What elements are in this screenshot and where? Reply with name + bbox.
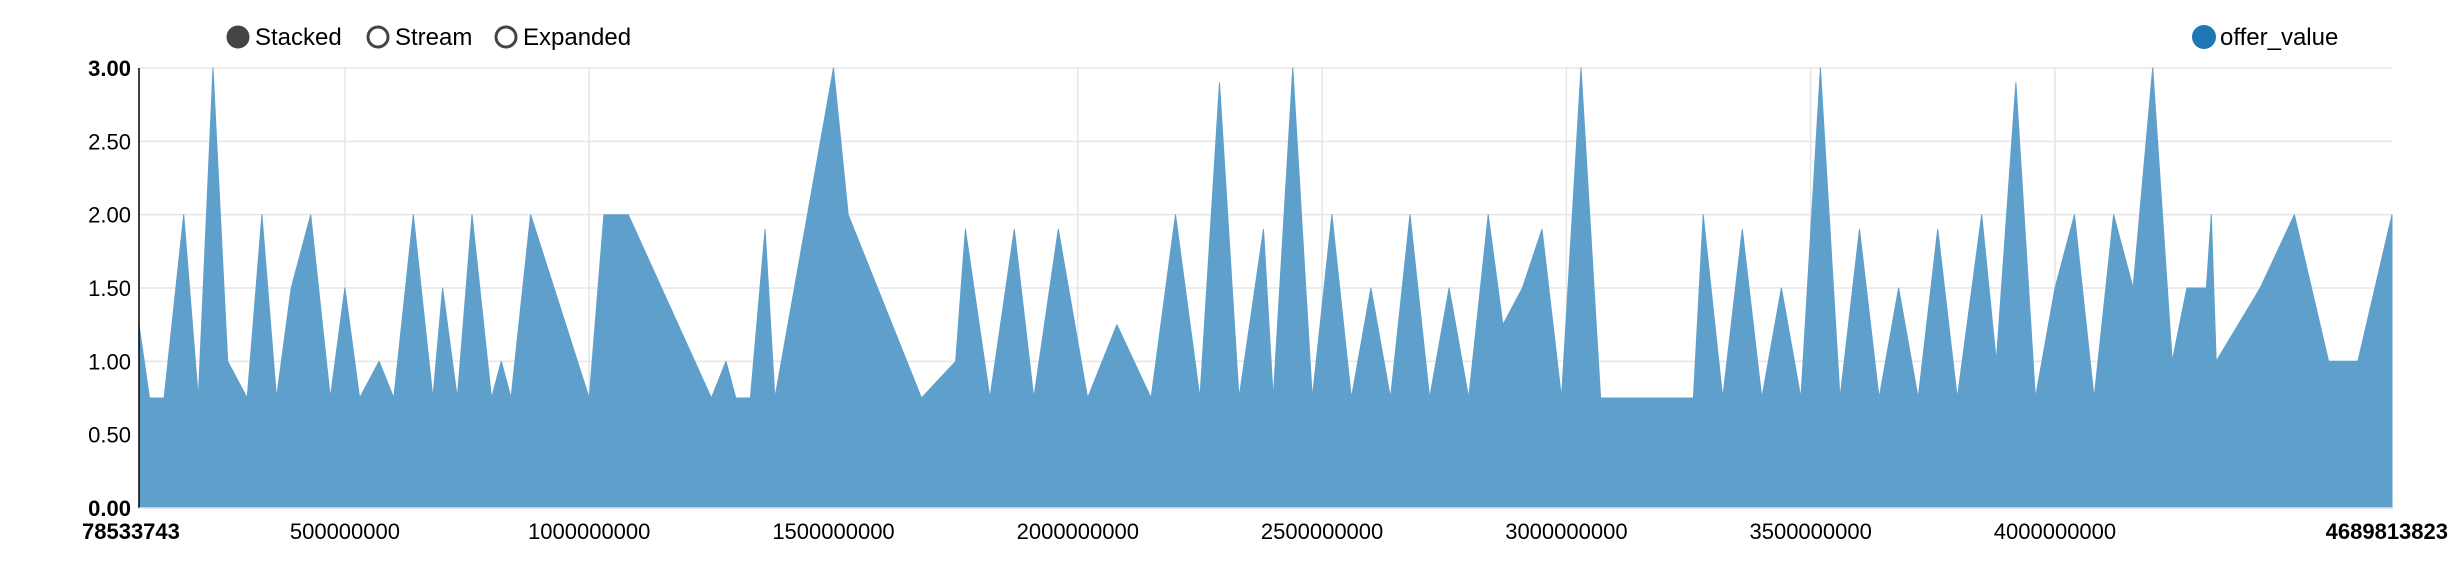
y-tick-label: 1.50 — [88, 276, 131, 301]
plot-area — [138, 67, 2393, 509]
legend: offer_value — [2192, 24, 2338, 51]
mode-label: Stacked — [255, 24, 342, 51]
y-axis-ticks: 0.00 0.50 1.00 1.50 2.00 2.50 3.00 — [88, 56, 131, 521]
x-tick-label: 1000000000 — [528, 519, 650, 544]
x-tick-label: 78533743 — [82, 519, 180, 544]
mode-option-stream[interactable]: Stream — [366, 24, 472, 51]
legend-item[interactable]: offer_value — [2192, 24, 2338, 51]
legend-label: offer_value — [2220, 24, 2338, 51]
x-tick-label: 3500000000 — [1749, 519, 1871, 544]
y-tick-label: 1.00 — [88, 349, 131, 374]
y-tick-label: 0.00 — [88, 496, 131, 521]
y-tick-label: 0.50 — [88, 423, 131, 448]
x-tick-label: 2500000000 — [1261, 519, 1383, 544]
y-tick-label: 3.00 — [88, 56, 131, 81]
radio-empty-icon[interactable] — [494, 25, 518, 49]
mode-option-expanded[interactable]: Expanded — [494, 24, 631, 51]
radio-empty-icon[interactable] — [366, 25, 390, 49]
x-tick-label: 2000000000 — [1017, 519, 1139, 544]
mode-option-stacked[interactable]: Stacked — [226, 24, 342, 51]
area-series-offer-value[interactable] — [138, 67, 2393, 509]
mode-controls: Stacked Stream Expanded — [226, 24, 631, 51]
x-tick-label: 4000000000 — [1994, 519, 2116, 544]
x-tick-label: 1500000000 — [772, 519, 894, 544]
x-tick-label: 500000000 — [290, 519, 400, 544]
radio-filled-icon[interactable] — [226, 25, 250, 49]
axes — [138, 68, 2392, 509]
mode-label: Stream — [395, 24, 472, 51]
legend-dot-icon[interactable] — [2192, 25, 2216, 49]
mode-label: Expanded — [523, 24, 631, 51]
x-tick-label: 4689813823 — [2326, 519, 2448, 544]
y-tick-label: 2.00 — [88, 203, 131, 228]
x-tick-label: 3000000000 — [1505, 519, 1627, 544]
x-axis-ticks: 78533743 500000000 1000000000 1500000000 200… — [82, 519, 2448, 544]
y-tick-label: 2.50 — [88, 129, 131, 154]
